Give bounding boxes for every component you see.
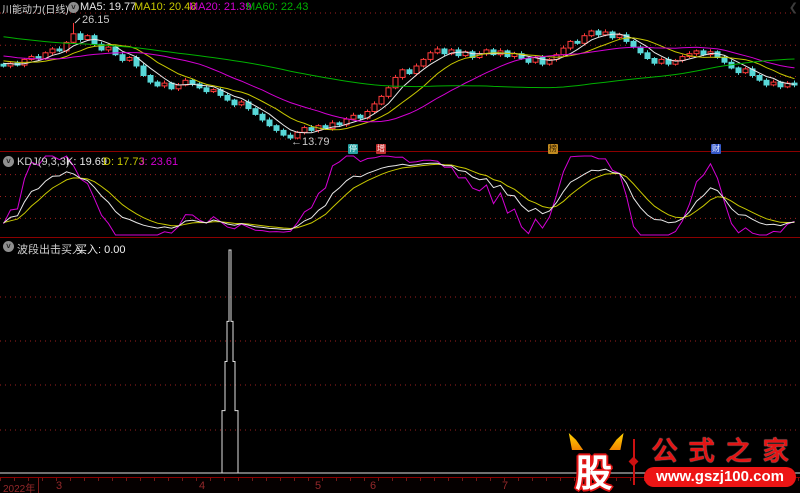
signal-value: 买入: 0.00 xyxy=(76,244,126,256)
scroll-left-icon[interactable]: ❮ xyxy=(788,2,798,14)
info-mine-badge[interactable]: 财 xyxy=(711,144,721,154)
panel-divider xyxy=(0,237,800,238)
axis-tick-marks xyxy=(0,478,800,481)
bull-stock-icon: 股 xyxy=(565,433,627,493)
info-mine-badge[interactable]: 增 xyxy=(376,144,386,154)
axis-month-label: 3 xyxy=(56,480,63,492)
time-axis: 2022年 3 4 5 6 7 xyxy=(0,478,800,493)
axis-year-label: 2022年 xyxy=(3,484,36,493)
ma-label: MA5: 19.77 xyxy=(80,1,137,13)
diamond-icon xyxy=(628,456,639,467)
signal-indicator-title: 波段出击买入 xyxy=(17,244,83,256)
axis-month-label: 4 xyxy=(199,480,206,492)
left-arrow-icon: ← xyxy=(291,136,302,148)
ma-label: MA60: 22.43 xyxy=(246,1,309,13)
axis-border xyxy=(0,477,800,478)
axis-month-label: 5 xyxy=(315,480,322,492)
logo-site-name: 公式之家 xyxy=(651,436,800,466)
kdj-indicator-title: KDJ(9,3,3) xyxy=(17,156,70,168)
ma-label: MA20: 21.39 xyxy=(189,1,252,13)
kdj-value-label: J: 23.61 xyxy=(139,156,179,168)
stock-title: 川能动力(日线) xyxy=(2,5,69,16)
ma-label: MA10: 20.48 xyxy=(134,1,197,13)
info-mine-badge[interactable]: 榜 xyxy=(548,144,558,154)
axis-month-label: 6 xyxy=(370,480,377,492)
gszj-logo: 股 公式之家 www.gszj100.com xyxy=(565,433,796,493)
info-mine-badge[interactable]: 停 xyxy=(348,144,358,154)
axis-divider xyxy=(38,478,39,493)
low-price-annotation: ←13.79 xyxy=(291,136,330,148)
chevron-down-icon[interactable]: ˅ xyxy=(3,241,14,252)
kdj-value-label: D: 17.73 xyxy=(103,156,145,168)
chevron-down-icon[interactable]: ˅ xyxy=(3,156,14,167)
logo-stock-character: 股 xyxy=(575,453,613,493)
high-price-annotation: 26.15 xyxy=(82,14,110,26)
panel-divider xyxy=(0,151,800,152)
logo-divider xyxy=(628,439,639,485)
chevron-down-icon[interactable]: ˅ xyxy=(68,2,79,13)
kdj-value-label: K: 19.69 xyxy=(66,156,107,168)
axis-month-label: 7 xyxy=(502,480,509,492)
logo-site-url: www.gszj100.com xyxy=(644,467,796,487)
